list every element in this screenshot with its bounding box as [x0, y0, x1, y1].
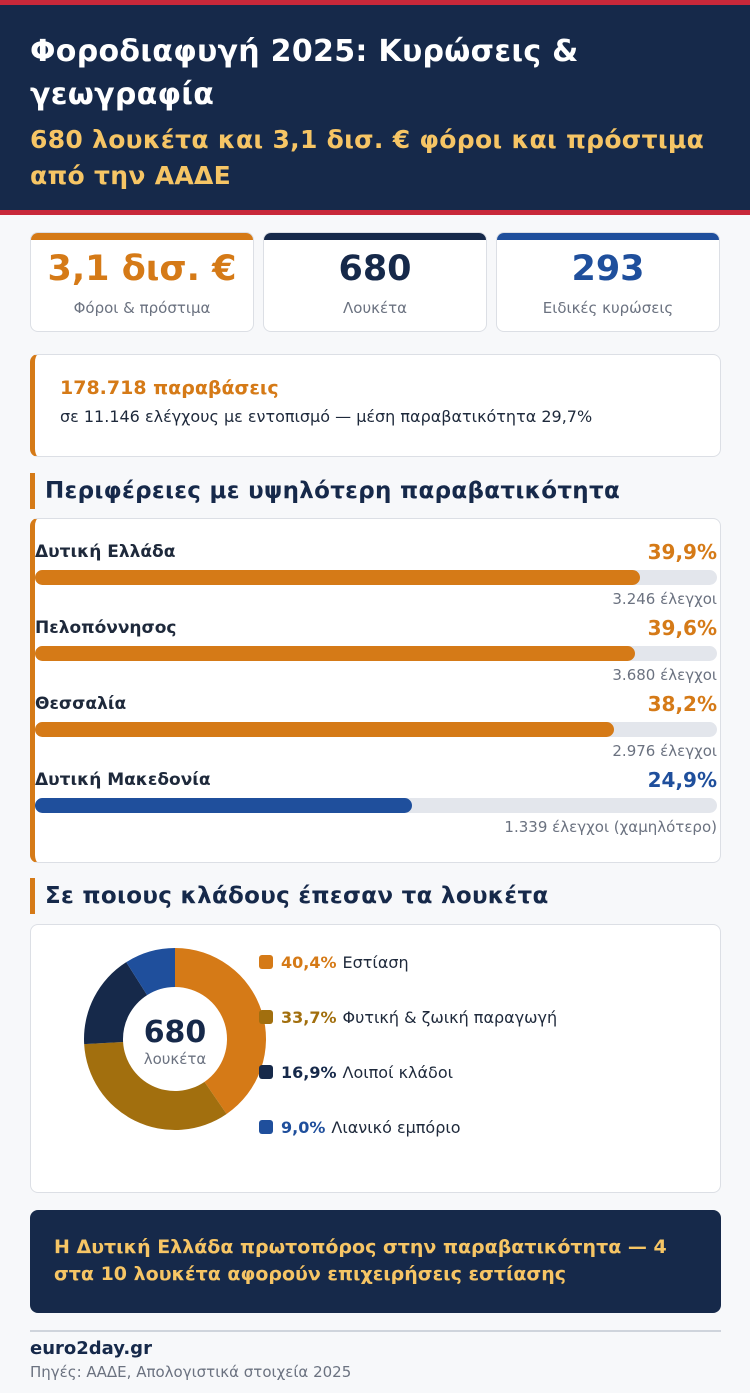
- region-percent-label: 39,6%: [647, 616, 717, 640]
- kpi-label: Λουκέτα: [343, 299, 407, 317]
- legend-label: Εστίαση: [342, 953, 409, 972]
- kpi-accent-bar: [497, 233, 719, 240]
- regions-bar-chart: Δυτική Ελλάδα 39,9% 3.246 έλεγχοι Πελοπόννη…: [30, 518, 721, 863]
- footer-divider: [30, 1330, 721, 1332]
- kpi-value: 680: [338, 249, 412, 289]
- region-checks-label: 3.680 έλεγχοι: [612, 666, 717, 684]
- callout-title: 178.718 παραβάσεις: [60, 377, 279, 399]
- region-percent-label: 38,2%: [647, 692, 717, 716]
- region-percent-label: 24,9%: [647, 768, 717, 792]
- callout-text: σε 11.146 ελέγχους με εντοπισμό — μέση π…: [60, 407, 593, 426]
- legend-item: 40,4% Εστίαση: [259, 953, 557, 1008]
- donut-legend: 40,4% Εστίαση 33,7% Φυτική & ζωική παραγωγή…: [259, 953, 557, 1173]
- region-name: Θεσσαλία: [35, 694, 127, 714]
- region-bar-track: [35, 646, 717, 661]
- donut-center-label: λουκέτα: [143, 1050, 207, 1068]
- footer-source: Πηγές: ΑΑΔΕ, Απολογιστικά στοιχεία 2025: [30, 1363, 352, 1381]
- region-percent-label: 39,9%: [647, 540, 717, 564]
- region-name: Πελοπόννησος: [35, 618, 177, 638]
- kpi-value: 3,1 δισ. €: [47, 249, 237, 289]
- region-row: Πελοπόννησος 39,6% 3.680 έλεγχοι: [35, 616, 717, 694]
- page-subtitle: 680 λουκέτα και 3,1 δισ. € φόροι και πρό…: [30, 125, 705, 190]
- region-row: Δυτική Μακεδονία 24,9% 1.339 έλεγχοι (χαμη…: [35, 768, 717, 846]
- legend-label: Λιανικό εμπόριο: [331, 1118, 461, 1137]
- region-row: Θεσσαλία 38,2% 2.976 έλεγχοι: [35, 692, 717, 770]
- region-checks-label: 2.976 έλεγχοι: [612, 742, 717, 760]
- kpi-card-closures: 680 Λουκέτα: [263, 232, 487, 332]
- region-bar-track: [35, 798, 717, 813]
- kpi-accent-bar: [31, 233, 253, 240]
- donut-slice: [126, 948, 175, 996]
- legend-swatch: [259, 955, 273, 969]
- donut-slice: [84, 1041, 227, 1130]
- region-bar: [35, 722, 614, 737]
- sectors-section-title: Σε ποιους κλάδους έπεσαν τα λουκέτα: [30, 878, 720, 914]
- region-checks-label: 1.339 έλεγχοι (χαμηλότερο): [504, 818, 717, 836]
- legend-percent: 9,0%: [281, 1118, 326, 1137]
- legend-swatch: [259, 1120, 273, 1134]
- region-checks-label: 3.246 έλεγχοι: [612, 590, 717, 608]
- region-bar-track: [35, 570, 717, 585]
- region-row: Δυτική Ελλάδα 39,9% 3.246 έλεγχοι: [35, 540, 717, 618]
- legend-percent: 16,9%: [281, 1063, 337, 1082]
- kpi-value: 293: [571, 249, 645, 289]
- legend-swatch: [259, 1010, 273, 1024]
- donut-center-value: 680: [143, 1015, 207, 1050]
- legend-swatch: [259, 1065, 273, 1079]
- sectors-donut-chart: 680 λουκέτα 40,4% Εστίαση 33,7% Φυτική & ζω…: [30, 924, 721, 1193]
- violations-callout: 178.718 παραβάσεις σε 11.146 ελέγχους με…: [30, 354, 721, 457]
- donut-slice: [84, 962, 148, 1045]
- legend-item: 16,9% Λοιποί κλάδοι: [259, 1063, 557, 1118]
- donut: 680 λουκέτα: [83, 947, 267, 1131]
- legend-label: Λοιποί κλάδοι: [342, 1063, 454, 1082]
- donut-svg: [84, 948, 266, 1130]
- region-bar: [35, 646, 635, 661]
- region-name: Δυτική Ελλάδα: [35, 542, 176, 562]
- donut-slice: [175, 948, 266, 1114]
- legend-label: Φυτική & ζωική παραγωγή: [342, 1008, 558, 1027]
- page-title: Φοροδιαφυγή 2025: Κυρώσεις & γεωγραφία: [30, 34, 579, 112]
- footer-brand: euro2day.gr: [30, 1338, 152, 1359]
- legend-item: 9,0% Λιανικό εμπόριο: [259, 1118, 557, 1173]
- region-bar: [35, 798, 412, 813]
- legend-percent: 33,7%: [281, 1008, 337, 1027]
- conclusion-banner: Η Δυτική Ελλάδα πρωτοπόρος στην παραβατι…: [30, 1210, 721, 1313]
- region-name: Δυτική Μακεδονία: [35, 770, 211, 790]
- kpi-label: Ειδικές κυρώσεις: [542, 299, 674, 317]
- kpi-accent-bar: [264, 233, 486, 240]
- legend-item: 33,7% Φυτική & ζωική παραγωγή: [259, 1008, 557, 1063]
- region-bar-track: [35, 722, 717, 737]
- legend-percent: 40,4%: [281, 953, 337, 972]
- kpi-label: Φόροι & πρόστιμα: [73, 299, 211, 317]
- region-bar: [35, 570, 640, 585]
- regions-section-title: Περιφέρειες με υψηλότερη παραβατικότητα: [30, 473, 720, 509]
- header: Φοροδιαφυγή 2025: Κυρώσεις & γεωγραφία 6…: [0, 0, 750, 215]
- donut-center: 680 λουκέτα: [83, 947, 267, 1131]
- kpi-card-special-sanctions: 293 Ειδικές κυρώσεις: [496, 232, 720, 332]
- kpi-card-taxes: 3,1 δισ. € Φόροι & πρόστιμα: [30, 232, 254, 332]
